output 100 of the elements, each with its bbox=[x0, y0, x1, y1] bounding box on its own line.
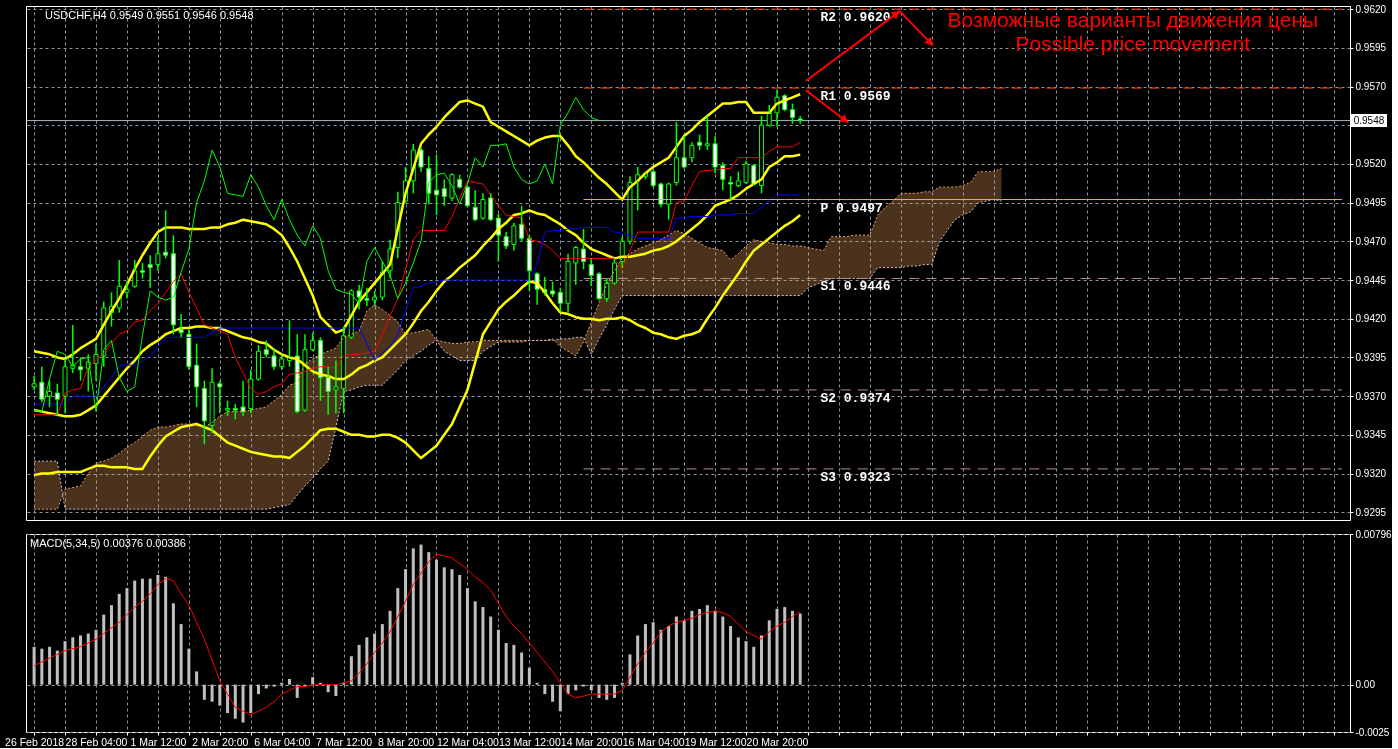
x-tick-label: 14 Mar 20:00 bbox=[560, 735, 623, 748]
bar bbox=[86, 633, 90, 685]
bar bbox=[775, 608, 779, 685]
bar bbox=[520, 652, 524, 685]
bar bbox=[140, 578, 144, 685]
bar bbox=[249, 684, 253, 714]
x-tick-label: 12 Mar 04:00 bbox=[437, 735, 500, 748]
bar bbox=[71, 637, 75, 685]
bar bbox=[411, 548, 415, 685]
bar bbox=[558, 684, 562, 712]
bar bbox=[195, 671, 199, 685]
bar bbox=[171, 603, 175, 685]
bar bbox=[55, 650, 59, 685]
bar bbox=[179, 624, 183, 685]
bar bbox=[790, 610, 794, 685]
bar bbox=[798, 613, 802, 685]
bar bbox=[396, 588, 400, 685]
bar bbox=[736, 637, 740, 685]
bar bbox=[148, 578, 152, 685]
bar bbox=[109, 605, 113, 685]
bar bbox=[527, 667, 531, 685]
bar bbox=[388, 610, 392, 685]
bar bbox=[125, 588, 129, 685]
bar bbox=[349, 656, 353, 685]
bar bbox=[504, 643, 508, 685]
bar bbox=[419, 544, 423, 685]
x-tick-label: 13 Mar 12:00 bbox=[498, 735, 561, 748]
bar bbox=[117, 593, 121, 685]
bar bbox=[380, 624, 384, 685]
bar bbox=[63, 641, 67, 685]
bar bbox=[32, 646, 36, 685]
bar bbox=[698, 608, 702, 685]
bar bbox=[713, 610, 717, 685]
bar bbox=[465, 588, 469, 685]
bar bbox=[442, 567, 446, 685]
x-tick-label: 26 Feb 2018 bbox=[5, 735, 65, 748]
bar bbox=[682, 620, 686, 685]
x-tick-label: 1 Mar 12:00 bbox=[130, 735, 187, 748]
bar bbox=[233, 684, 237, 719]
bar bbox=[512, 644, 516, 685]
bar bbox=[133, 580, 137, 685]
bar bbox=[721, 616, 725, 685]
x-tick-label: 16 Mar 04:00 bbox=[622, 735, 685, 748]
line-series bbox=[33, 553, 801, 716]
bar bbox=[326, 684, 330, 693]
bar bbox=[752, 646, 756, 685]
bar bbox=[659, 629, 663, 685]
bar bbox=[651, 622, 655, 685]
x-tick-label: 2 Mar 20:00 bbox=[192, 735, 249, 748]
bar bbox=[287, 679, 291, 685]
bar bbox=[435, 559, 438, 685]
bar bbox=[187, 648, 191, 685]
y-tick-label: 0.00 bbox=[1355, 679, 1376, 691]
bar bbox=[636, 635, 640, 685]
bar bbox=[543, 684, 547, 695]
bar bbox=[705, 605, 709, 685]
x-tick-label: 7 Mar 12:00 bbox=[316, 735, 373, 748]
x-tick-label: 6 Mar 04:00 bbox=[254, 735, 311, 748]
bar bbox=[357, 644, 361, 685]
bar bbox=[450, 569, 454, 685]
bar bbox=[365, 637, 369, 685]
bar bbox=[496, 629, 500, 685]
bar bbox=[458, 574, 462, 685]
bar bbox=[427, 552, 431, 685]
bar bbox=[481, 607, 485, 685]
x-tick-label: 20 Mar 20:00 bbox=[746, 735, 809, 748]
bar bbox=[102, 614, 106, 685]
bar bbox=[674, 616, 678, 685]
chart-title: MACD(5,34,5) 0.00376 0.00386 bbox=[30, 537, 186, 549]
bar bbox=[156, 574, 160, 685]
y-tick-label: 0.00796 bbox=[1355, 528, 1393, 540]
bar bbox=[628, 654, 632, 685]
bar bbox=[783, 607, 787, 685]
bar bbox=[551, 684, 555, 702]
bar bbox=[760, 635, 764, 685]
bar bbox=[729, 626, 733, 685]
bar bbox=[48, 646, 52, 685]
bar bbox=[40, 648, 44, 685]
bar bbox=[373, 633, 377, 685]
bar bbox=[473, 601, 477, 685]
bar bbox=[690, 610, 694, 685]
candlestick bbox=[31, 375, 37, 391]
bar bbox=[79, 635, 83, 685]
y-tick-label: -0.0025 bbox=[1355, 726, 1390, 738]
x-tick-label: 19 Mar 12:00 bbox=[684, 735, 747, 748]
bar bbox=[257, 684, 261, 695]
bar bbox=[94, 629, 98, 685]
x-tick-label: 28 Feb 04:00 bbox=[65, 735, 128, 748]
bar bbox=[241, 684, 245, 723]
bar bbox=[404, 569, 408, 685]
bar bbox=[767, 620, 771, 685]
bar bbox=[164, 576, 168, 685]
bar bbox=[489, 616, 493, 685]
candlestick bbox=[39, 365, 45, 404]
bar bbox=[667, 626, 671, 685]
bar bbox=[218, 684, 222, 706]
bar bbox=[202, 684, 206, 700]
y-tick-label: 0.9295 bbox=[1355, 506, 1387, 518]
bar bbox=[210, 684, 214, 702]
bar bbox=[643, 624, 647, 685]
